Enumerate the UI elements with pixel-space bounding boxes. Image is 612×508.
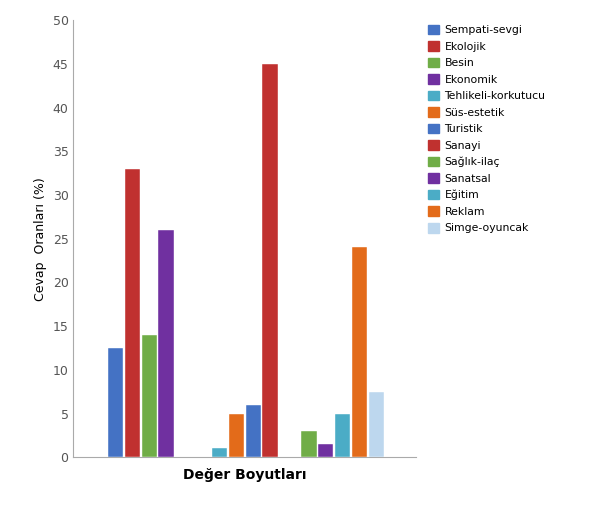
Bar	[159, 230, 174, 457]
Bar	[302, 431, 316, 457]
Legend: Sempati-sevgi, Ekolojik, Besin, Ekonomik, Tehlikeli-korkutucu, Süs-estetik, Turi: Sempati-sevgi, Ekolojik, Besin, Ekonomik…	[425, 21, 549, 237]
Bar	[352, 247, 367, 457]
Bar	[229, 414, 244, 457]
Bar	[245, 405, 261, 457]
Bar	[263, 64, 278, 457]
Bar	[108, 348, 123, 457]
Y-axis label: Cevap  Oranları (%): Cevap Oranları (%)	[34, 177, 47, 301]
X-axis label: Değer Boyutları: Değer Boyutları	[183, 468, 307, 482]
Bar	[212, 449, 227, 457]
Bar	[318, 444, 334, 457]
Bar	[141, 335, 157, 457]
Bar	[335, 414, 350, 457]
Bar	[369, 392, 384, 457]
Bar	[125, 169, 140, 457]
